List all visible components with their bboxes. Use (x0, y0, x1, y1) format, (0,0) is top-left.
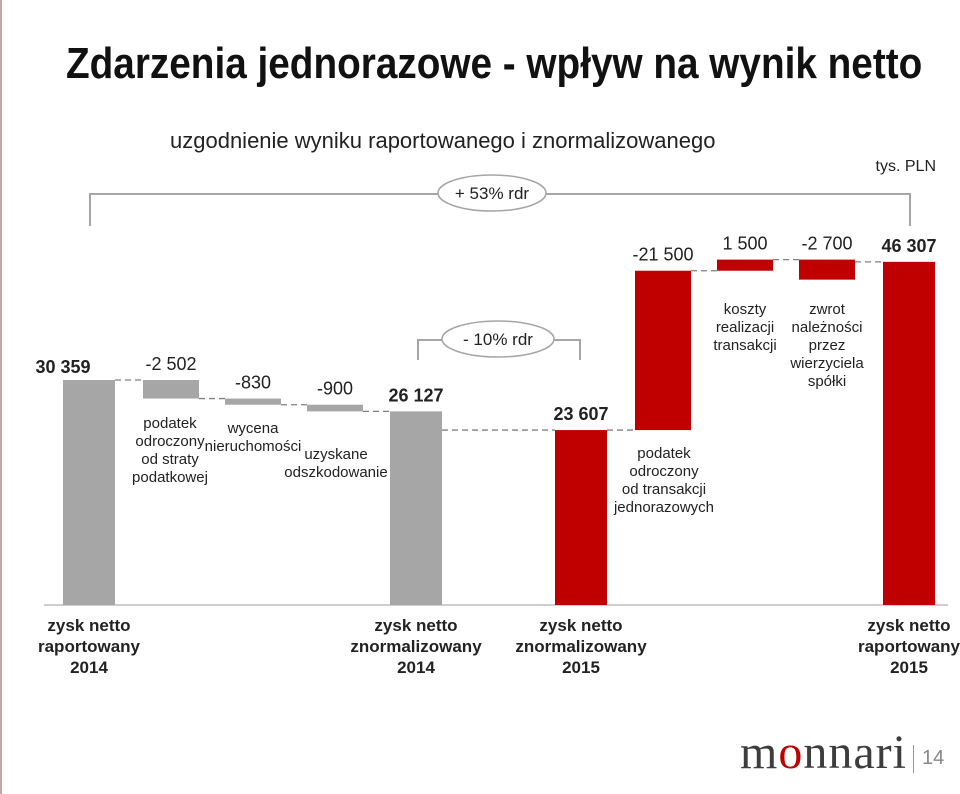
value-label: -900 (317, 379, 353, 399)
annotation-line: jednorazowych (613, 499, 714, 516)
page-title: Zdarzenia jednorazowe - wpływ na wynik n… (66, 39, 923, 88)
annotation-line: nieruchomości (205, 438, 302, 455)
value-label: 23 607 (553, 404, 608, 424)
annotation-line: podatkowej (132, 469, 208, 486)
annotation-line: wierzyciela (789, 355, 864, 372)
waterfall-bar-3 (225, 398, 281, 405)
annotation-line: od straty (141, 451, 199, 468)
page-number: 14 (922, 747, 945, 769)
category-label: 2014 (397, 658, 435, 677)
annotation-line: transakcji (713, 337, 776, 354)
waterfall-bar-5 (390, 411, 442, 605)
annotation-line: realizacji (716, 319, 774, 336)
waterfall-bar-4 (307, 404, 363, 412)
annotation-line: zwrot (809, 301, 846, 318)
waterfall-bar-7 (635, 270, 691, 431)
top-bracket-label: + 53% rdr (455, 184, 530, 203)
annotation-line: odszkodowanie (284, 464, 387, 481)
chart-subtitle: uzgodnienie wyniku raportowanego i znorm… (170, 128, 716, 153)
waterfall-bar-1 (63, 380, 115, 605)
annotation-line: podatek (143, 415, 197, 432)
annotation-line: uzyskane (304, 446, 367, 463)
value-label: 46 307 (881, 236, 936, 256)
category-label: zysk netto (374, 616, 457, 635)
middle-bracket (417, 339, 581, 360)
category-label: zysk netto (47, 616, 130, 635)
category-label: zysk netto (867, 616, 950, 635)
annotation-line: koszty (724, 301, 767, 318)
category-label: 2014 (70, 658, 108, 677)
value-label: 1 500 (722, 234, 767, 254)
annotation-line: spółki (808, 373, 846, 390)
monnari-logo: monnari (740, 726, 907, 779)
category-label: 2015 (562, 658, 600, 677)
middle-bracket-label: - 10% rdr (463, 330, 533, 349)
value-label: -2 700 (801, 234, 852, 254)
category-label: znormalizowany (350, 637, 482, 656)
category-label: raportowany (858, 637, 960, 656)
waterfall-bar-2 (143, 380, 199, 399)
waterfall-bar-6 (555, 430, 607, 605)
annotation-line: wycena (227, 420, 280, 437)
category-label: 2015 (890, 658, 928, 677)
category-label: znormalizowany (515, 637, 647, 656)
annotation-line: odroczony (629, 463, 699, 480)
category-label: raportowany (38, 637, 141, 656)
value-label: -830 (235, 373, 271, 393)
value-label: 26 127 (388, 385, 443, 405)
waterfall-bar-10 (883, 261, 935, 605)
annotation-line: od transakcji (622, 481, 706, 498)
page-number-separator (913, 745, 914, 773)
value-label: -21 500 (632, 245, 693, 265)
top-bracket (89, 193, 911, 226)
unit-label: tys. PLN (875, 158, 936, 175)
annotation-line: odroczony (135, 433, 205, 450)
annotation-line: podatek (637, 445, 691, 462)
annotation-line: przez (809, 337, 846, 354)
category-label: zysk netto (539, 616, 622, 635)
middle-bracket-oval (441, 320, 555, 358)
annotation-line: należności (792, 319, 863, 336)
waterfall-bar-9 (799, 259, 855, 280)
value-label: -2 502 (145, 354, 196, 374)
waterfall-bar-8 (717, 259, 773, 271)
value-label: 30 359 (35, 357, 90, 377)
left-edge-rule (0, 0, 2, 794)
top-bracket-oval (437, 174, 547, 212)
